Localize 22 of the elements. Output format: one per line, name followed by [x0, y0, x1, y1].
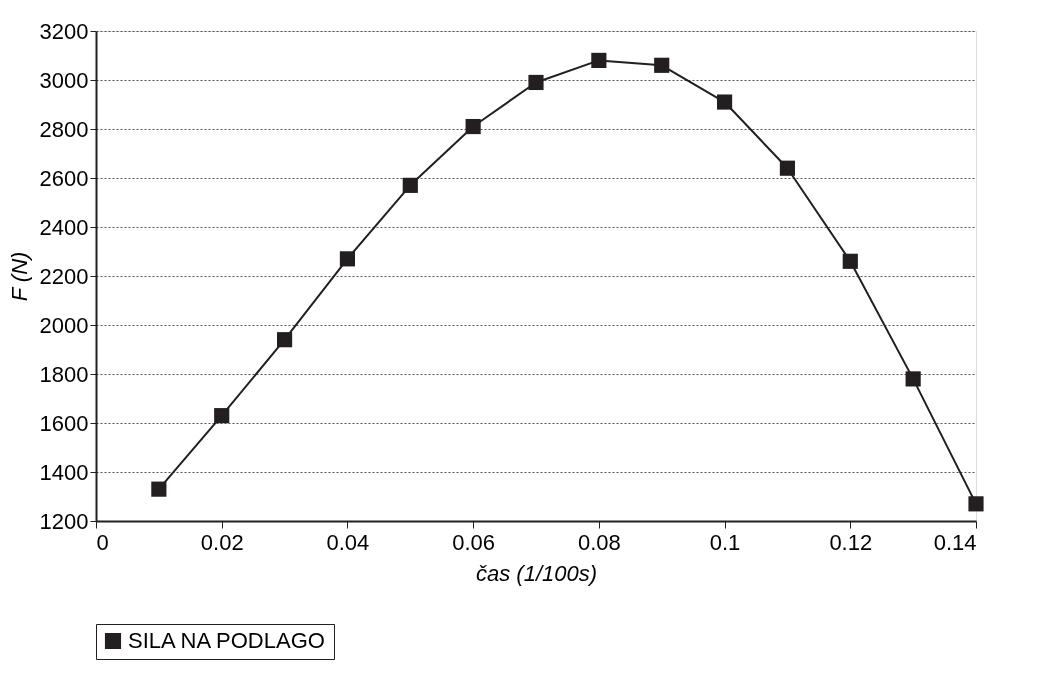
x-axis-title: čas (1/100s) [475, 560, 598, 586]
y-tick-label: 1600 [39, 410, 89, 436]
y-tick-label: 1200 [39, 508, 89, 534]
x-tick-label: 0.02 [200, 529, 244, 555]
y-tick-label: 3000 [39, 67, 89, 93]
x-tick-label: 0.08 [577, 529, 621, 555]
x-tick-label: 0.12 [829, 529, 873, 555]
x-tick-label: 0.1 [709, 529, 741, 555]
x-tick-label: 0 [96, 529, 109, 555]
y-tick-label: 3200 [39, 18, 89, 44]
y-tick-label: 2600 [39, 165, 89, 191]
y-tick-label: 1400 [39, 459, 89, 485]
x-tick-label: 0.06 [452, 529, 496, 555]
y-tick-label: 2200 [39, 263, 89, 289]
y-tick-label: 2000 [39, 312, 89, 338]
y-tick-label: 2800 [39, 116, 89, 142]
x-tick-label: 0.14 [933, 529, 977, 555]
legend-label: SILA NA PODLAGO [128, 628, 325, 653]
y-tick-label: 1800 [39, 361, 89, 387]
x-tick-label: 0.04 [326, 529, 370, 555]
y-axis-title: F (N) [6, 251, 32, 302]
y-tick-label: 2400 [39, 214, 89, 240]
